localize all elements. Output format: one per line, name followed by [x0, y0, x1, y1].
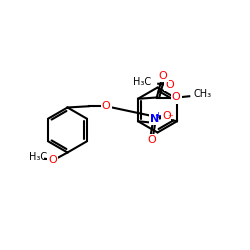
Text: +: + [154, 111, 162, 120]
Text: O: O [148, 135, 156, 145]
Text: O: O [48, 155, 57, 165]
Text: O: O [159, 71, 168, 81]
Text: H₃C: H₃C [29, 152, 47, 162]
Text: N: N [150, 114, 159, 124]
Text: O: O [172, 92, 180, 102]
Text: H₃C: H₃C [133, 77, 152, 87]
Text: ⁻: ⁻ [168, 113, 173, 123]
Text: O: O [102, 101, 110, 111]
Text: O: O [162, 111, 171, 121]
Text: CH₃: CH₃ [193, 89, 211, 99]
Text: O: O [165, 80, 174, 90]
